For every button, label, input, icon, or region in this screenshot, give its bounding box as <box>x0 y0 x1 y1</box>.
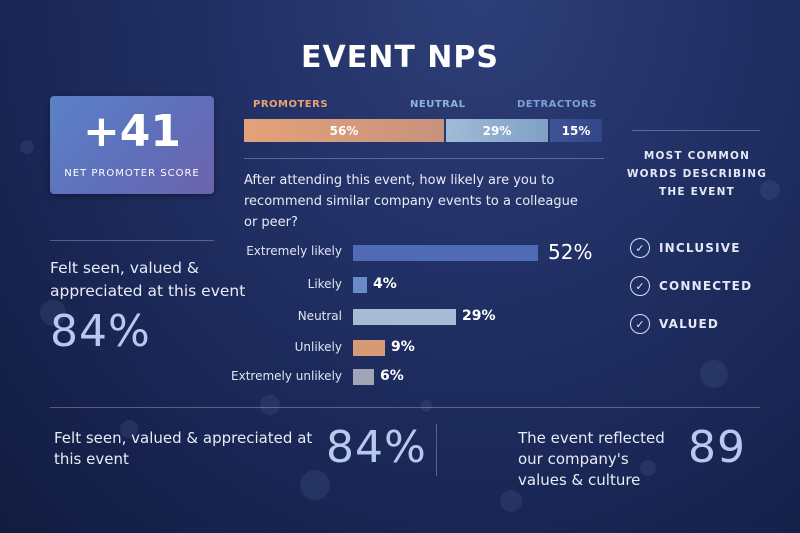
detractors-value: 15% <box>561 123 591 138</box>
word-label: VALUED <box>659 317 720 331</box>
bokeh-dot <box>260 395 280 415</box>
divider <box>436 424 437 476</box>
bottom-stat-text: Felt seen, valued & appreciated at this … <box>54 429 313 468</box>
response-value: 6% <box>380 368 404 384</box>
side-stat-text: Felt seen, valued & appreciated at this … <box>50 259 246 300</box>
response-label: Neutral <box>297 309 342 323</box>
response-value: 29% <box>462 308 496 324</box>
bokeh-dot <box>300 470 330 500</box>
side-stat-value: 84% <box>50 306 151 357</box>
bottom-stat-value: 84% <box>326 422 427 473</box>
promoters-value: 56% <box>329 123 359 138</box>
response-value: 9% <box>391 339 415 355</box>
response-value: 52% <box>548 240 593 264</box>
check-circle-icon: ✓ <box>630 238 650 258</box>
check-circle-icon: ✓ <box>630 314 650 334</box>
bokeh-dot <box>700 360 728 388</box>
bokeh-dot <box>20 140 34 154</box>
bottom-stat-value: 89 <box>688 422 746 473</box>
word-label: INCLUSIVE <box>659 241 741 255</box>
word-label: CONNECTED <box>659 279 753 293</box>
response-bar <box>353 369 374 385</box>
response-bar <box>353 245 538 261</box>
common-words-title: MOST COMMON WORDS DESCRIBING THE EVENT <box>626 150 768 198</box>
bokeh-dot <box>420 400 432 412</box>
word-item: ✓ VALUED <box>630 313 719 335</box>
divider <box>50 240 214 241</box>
nps-score-card: +41 NET PROMOTER SCORE <box>50 96 214 194</box>
response-value: 4% <box>373 276 397 292</box>
divider <box>632 130 760 131</box>
response-label: Likely <box>307 277 342 291</box>
nps-score-label: NET PROMOTER SCORE <box>64 168 200 179</box>
bokeh-dot <box>40 300 66 326</box>
promoters-label: PROMOTERS <box>253 99 329 110</box>
word-item: ✓ CONNECTED <box>630 275 752 297</box>
response-label: Unlikely <box>294 340 342 354</box>
bokeh-dot <box>640 460 656 476</box>
detractors-label: DETRACTORS <box>517 99 597 110</box>
neutral-bar: 29% <box>446 119 548 142</box>
check-circle-icon: ✓ <box>630 276 650 296</box>
response-label: Extremely likely <box>246 244 342 258</box>
response-bar <box>353 277 367 293</box>
bokeh-dot <box>500 490 522 512</box>
bokeh-dot <box>760 180 780 200</box>
survey-question: After attending this event, how likely a… <box>244 173 578 230</box>
divider <box>50 407 760 408</box>
divider <box>244 158 604 159</box>
bokeh-dot <box>120 420 138 438</box>
word-item: ✓ INCLUSIVE <box>630 237 741 259</box>
response-bar <box>353 309 456 325</box>
promoters-bar: 56% <box>244 119 444 142</box>
response-label: Extremely unlikely <box>231 369 342 383</box>
neutral-value: 29% <box>482 123 512 138</box>
detractors-bar: 15% <box>550 119 602 142</box>
page-title: EVENT NPS <box>301 40 499 75</box>
nps-score-value: +41 <box>82 106 182 157</box>
response-bar <box>353 340 385 356</box>
bottom-stat-text: The event reflected our company's values… <box>518 429 665 489</box>
neutral-label: NEUTRAL <box>410 99 466 110</box>
